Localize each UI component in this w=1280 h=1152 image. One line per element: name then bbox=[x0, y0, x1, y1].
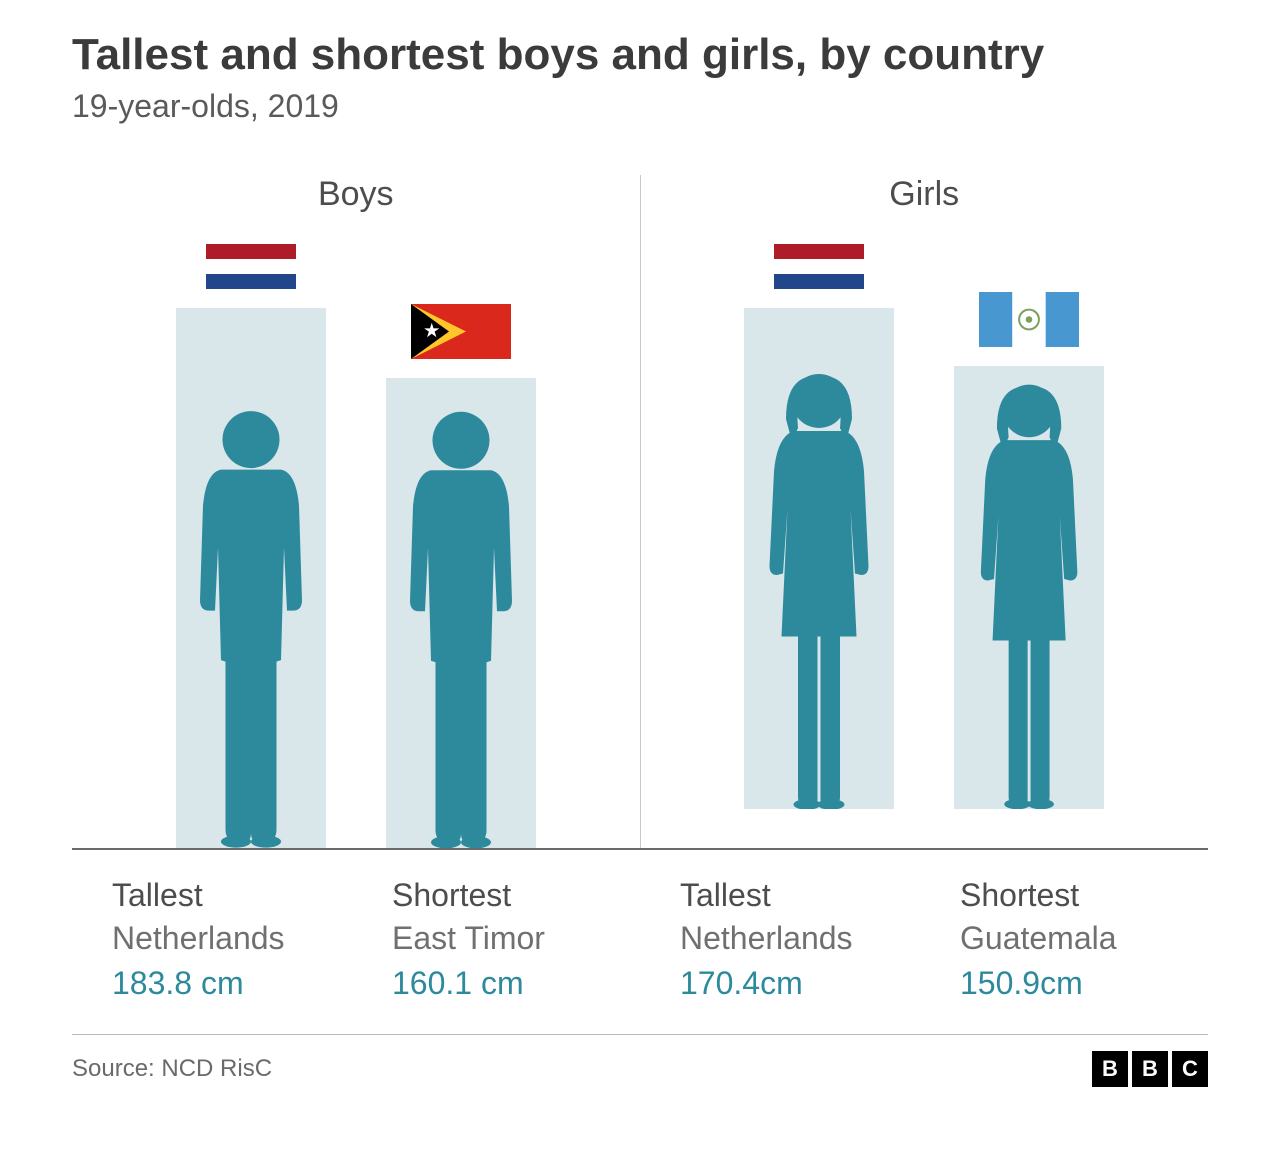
figure-col: ★ bbox=[386, 304, 536, 848]
chart-title: Tallest and shortest boys and girls, by … bbox=[72, 30, 1208, 80]
chart-subtitle: 19-year-olds, 2019 bbox=[72, 88, 1208, 125]
bbc-logo: BBC bbox=[1092, 1051, 1208, 1087]
labels-row: TallestNetherlands183.8 cmShortestEast T… bbox=[72, 850, 1208, 1035]
figure-col bbox=[954, 292, 1104, 809]
label-col: TallestNetherlands170.4cm bbox=[674, 874, 894, 1006]
svg-text:★: ★ bbox=[423, 321, 440, 342]
label-col: TallestNetherlands183.8 cm bbox=[106, 874, 326, 1006]
boy-silhouette-icon bbox=[386, 383, 536, 848]
label-title: Shortest bbox=[960, 874, 1174, 917]
flag bbox=[206, 244, 296, 294]
height-bar bbox=[176, 308, 326, 848]
girl-silhouette-icon bbox=[744, 313, 894, 809]
panel: Girls bbox=[641, 175, 1209, 848]
footer: Source: NCD RisC BBC bbox=[72, 1035, 1208, 1087]
flag-netherlands-icon bbox=[206, 244, 296, 289]
label-country: Netherlands bbox=[112, 917, 326, 960]
label-country: East Timor bbox=[392, 917, 606, 960]
boy-silhouette-icon bbox=[176, 313, 326, 848]
flag-east-timor-icon: ★ bbox=[411, 304, 511, 359]
panel: Boys ★ bbox=[72, 175, 640, 848]
label-title: Shortest bbox=[392, 874, 606, 917]
labels-panel: TallestNetherlands170.4cm ShortestGuatema… bbox=[640, 874, 1208, 1006]
flag-guatemala-icon bbox=[979, 292, 1079, 347]
figure-col bbox=[176, 244, 326, 848]
label-value: 160.1 cm bbox=[392, 962, 606, 1005]
label-col: ShortestEast Timor160.1 cm bbox=[386, 874, 606, 1006]
panel-header: Girls bbox=[889, 175, 959, 214]
figures-row bbox=[641, 244, 1209, 809]
bbc-logo-box: C bbox=[1172, 1051, 1208, 1087]
girl-silhouette-icon bbox=[956, 370, 1102, 809]
bbc-logo-box: B bbox=[1132, 1051, 1168, 1087]
height-bar bbox=[744, 308, 894, 809]
bbc-logo-box: B bbox=[1092, 1051, 1128, 1087]
label-title: Tallest bbox=[112, 874, 326, 917]
label-title: Tallest bbox=[680, 874, 894, 917]
infographic-container: Tallest and shortest boys and girls, by … bbox=[72, 0, 1208, 850]
label-country: Guatemala bbox=[960, 917, 1174, 960]
figure-col bbox=[744, 244, 894, 809]
label-col: ShortestGuatemala150.9cm bbox=[954, 874, 1174, 1006]
figures-row: ★ bbox=[72, 244, 640, 848]
flag bbox=[774, 244, 864, 294]
label-value: 150.9cm bbox=[960, 962, 1174, 1005]
flag-netherlands-icon bbox=[774, 244, 864, 289]
chart-area: Boys ★ Girls bbox=[72, 175, 1208, 850]
label-value: 183.8 cm bbox=[112, 962, 326, 1005]
labels-panel: TallestNetherlands183.8 cm ShortestEast T… bbox=[72, 874, 640, 1006]
source-text: Source: NCD RisC bbox=[72, 1055, 272, 1083]
flag: ★ bbox=[411, 304, 511, 364]
height-bar bbox=[386, 378, 536, 848]
height-bar bbox=[954, 366, 1104, 809]
label-country: Netherlands bbox=[680, 917, 894, 960]
flag bbox=[979, 292, 1079, 352]
label-value: 170.4cm bbox=[680, 962, 894, 1005]
panel-header: Boys bbox=[318, 175, 394, 214]
